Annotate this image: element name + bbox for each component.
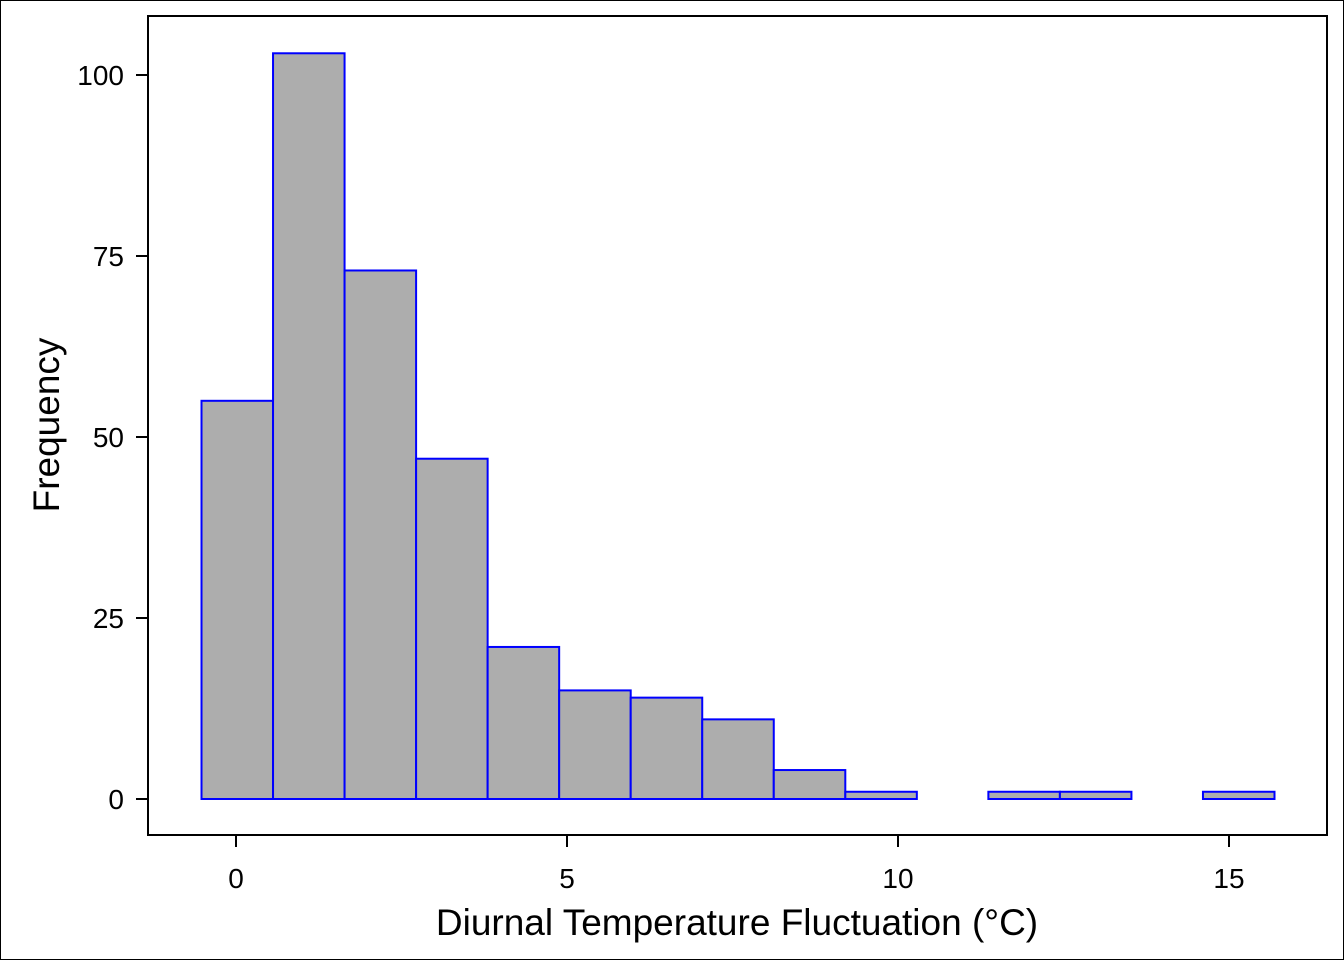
histogram-bar bbox=[844, 790, 918, 801]
y-axis-title: Frequency bbox=[26, 337, 67, 512]
y-tick-label: 50 bbox=[93, 422, 124, 453]
x-tick-label: 0 bbox=[228, 863, 244, 894]
histogram-bar bbox=[987, 790, 1061, 801]
histogram-bar bbox=[772, 769, 847, 800]
x-axis-title: Diurnal Temperature Fluctuation (°C) bbox=[436, 902, 1038, 943]
histogram-bar bbox=[558, 689, 632, 801]
y-axis: 0 25 50 75 100 bbox=[77, 60, 148, 815]
y-tick-label: 0 bbox=[108, 784, 124, 815]
histogram-bar bbox=[486, 645, 561, 801]
histogram-bars bbox=[200, 52, 1276, 801]
histogram-bar bbox=[272, 52, 346, 800]
x-tick-label: 15 bbox=[1213, 863, 1244, 894]
y-tick-label: 25 bbox=[93, 603, 124, 634]
x-tick-label: 10 bbox=[882, 863, 913, 894]
x-tick-label: 5 bbox=[559, 863, 575, 894]
plot-area bbox=[147, 15, 1328, 836]
x-axis: 0 5 10 15 bbox=[228, 835, 1245, 894]
y-tick-label: 75 bbox=[93, 241, 124, 272]
histogram-bar bbox=[701, 718, 775, 800]
histogram-bar bbox=[415, 457, 489, 800]
histogram-bar bbox=[1201, 790, 1276, 801]
y-tick-label: 100 bbox=[77, 60, 124, 91]
histogram-bar bbox=[1058, 790, 1133, 801]
histogram-bar bbox=[629, 696, 704, 801]
histogram-bar bbox=[343, 269, 418, 801]
histogram-bar bbox=[200, 399, 275, 800]
